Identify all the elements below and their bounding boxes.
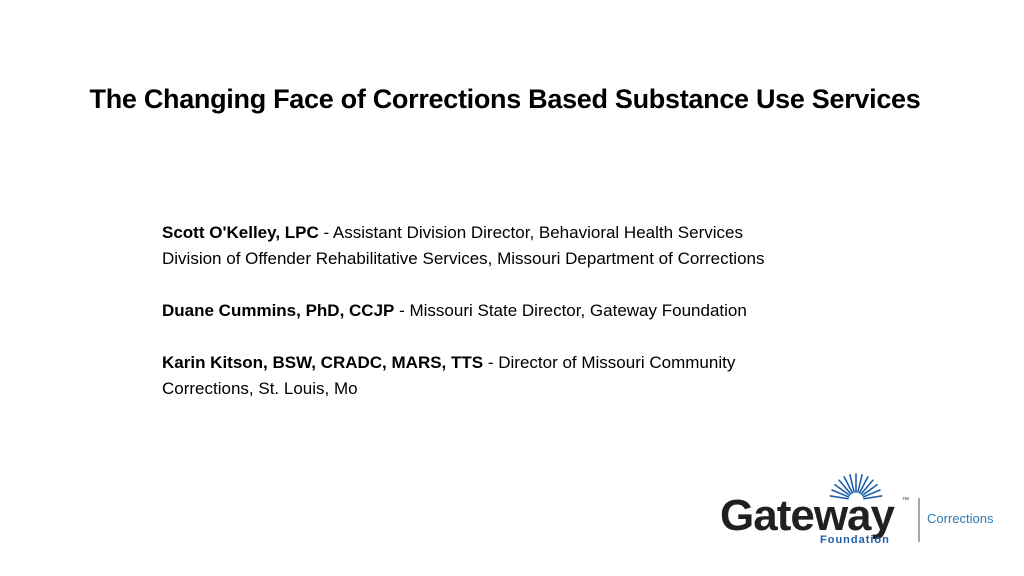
sunburst-ray <box>857 473 863 494</box>
presenter-affiliation: Corrections, St. Louis, Mo <box>162 379 358 398</box>
logo-wordmark: Gateway <box>720 491 896 540</box>
presenter-name: Duane Cummins, PhD, CCJP <box>162 301 395 320</box>
sunburst-ray <box>863 495 883 500</box>
sunburst-ray <box>861 483 878 497</box>
presenter-name: Scott O'Kelley, LPC <box>162 223 319 242</box>
sunburst-ray <box>860 479 874 495</box>
sunburst-ray <box>862 489 881 498</box>
sunburst-ray <box>843 476 854 494</box>
logo-division: Corrections <box>927 511 994 526</box>
sunburst-ray <box>829 495 849 500</box>
presenter-role: - Missouri State Director, Gateway Found… <box>394 301 747 320</box>
sunburst-ray <box>831 489 850 498</box>
presenter-line: Scott O'Kelley, LPC - Assistant Division… <box>162 220 922 246</box>
sunburst-ray <box>834 483 851 497</box>
presenter-line: Duane Cummins, PhD, CCJP - Missouri Stat… <box>162 298 922 324</box>
presenter-affiliation: Division of Offender Rehabilitative Serv… <box>162 249 765 268</box>
gateway-foundation-logo: Gateway ™ Foundation Corrections <box>720 473 994 546</box>
sunburst-ray <box>838 479 852 495</box>
sunburst-ray <box>858 476 869 494</box>
presenter-name: Karin Kitson, BSW, CRADC, MARS, TTS <box>162 353 484 372</box>
presenter-list: Scott O'Kelley, LPC - Assistant Division… <box>162 220 922 422</box>
logo-tm: ™ <box>902 497 909 504</box>
presenter-item: Duane Cummins, PhD, CCJP - Missouri Stat… <box>162 298 922 324</box>
presenter-role: - Director of Missouri Community <box>483 353 736 372</box>
logo-foundation: Foundation <box>820 534 890 546</box>
sunburst-ray <box>849 473 855 494</box>
presenter-line: Karin Kitson, BSW, CRADC, MARS, TTS - Di… <box>162 350 922 376</box>
presenter-item: Karin Kitson, BSW, CRADC, MARS, TTS - Di… <box>162 350 922 402</box>
slide-title: The Changing Face of Corrections Based S… <box>89 84 921 114</box>
presenter-item: Scott O'Kelley, LPC - Assistant Division… <box>162 220 922 272</box>
presenter-role: - Assistant Division Director, Behaviora… <box>318 223 743 242</box>
sunburst-icon <box>829 473 883 500</box>
